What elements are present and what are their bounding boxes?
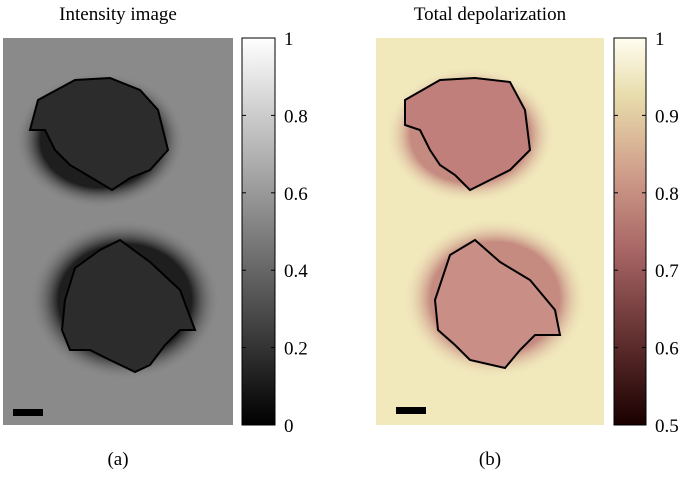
depolarization-image <box>376 38 604 425</box>
colorbar-tick-label: 1 <box>284 29 294 50</box>
colorbar <box>241 37 276 426</box>
panel-label: (a) <box>107 449 128 470</box>
intensity-image <box>3 38 233 425</box>
colorbar-tick-label: 0.2 <box>284 339 308 360</box>
colorbar-tick-label: 0.6 <box>655 339 679 360</box>
colorbar-tick-label: 0.4 <box>284 261 308 282</box>
colorbar <box>613 37 647 426</box>
colorbar-tick-label: 0 <box>284 416 294 437</box>
panel-title: Intensity image <box>59 4 177 25</box>
colorbar-tick-label: 1 <box>655 29 665 50</box>
panel-title: Total depolarization <box>414 4 567 25</box>
colorbar-tick-label: 0.7 <box>655 261 679 282</box>
colorbar-tick-label: 0.9 <box>655 106 679 127</box>
colorbar-tick-label: 0.8 <box>655 184 679 205</box>
panel-label: (b) <box>479 449 501 470</box>
colorbar-tick-label: 0.5 <box>655 416 679 437</box>
colorbar-tick-label: 0.8 <box>284 106 308 127</box>
colorbar-tick-label: 0.6 <box>284 184 308 205</box>
